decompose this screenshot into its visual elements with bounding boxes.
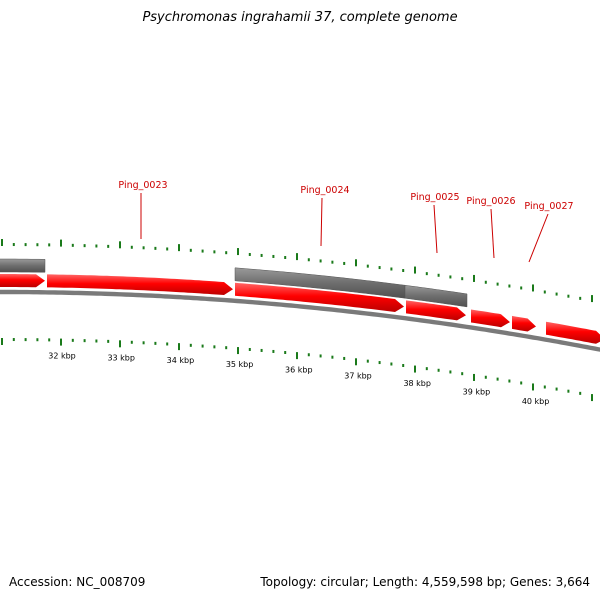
tick-marks [1,239,593,402]
callout-line [320,197,323,247]
gene-arrow [512,315,536,332]
callout-line [528,213,549,263]
cds-box [404,284,468,308]
gene-track [0,274,600,344]
cds-feature-track [0,258,468,308]
gene-label: Ping_0023 [118,180,167,191]
kbp-label: 40 kbp [522,397,550,406]
gene-label: Ping_0027 [524,201,573,212]
gene-arrow [546,321,600,344]
gene-arrow [471,309,510,328]
callout-line [490,208,495,259]
gene-arrow [47,274,233,295]
kbp-label: 39 kbp [463,387,491,396]
kbp-label: 36 kbp [285,365,313,374]
gene-label: Ping_0024 [300,185,349,196]
gene-arrow [235,282,404,312]
gene-arrow [0,274,45,288]
map-title: Psychromonas ingrahamii 37, complete gen… [142,10,458,25]
gene-label: Ping_0026 [466,196,515,207]
kbp-label: 37 kbp [344,372,372,381]
kbp-label: 32 kbp [48,352,76,361]
callout-line [433,204,438,254]
accession-text: Accession: NC_008709 [9,575,146,589]
kbp-label: 34 kbp [167,356,195,365]
gene-label-callouts: Ping_0023 Ping_0024 Ping_0025 Ping_0026 Ping… [118,180,574,263]
genome-summary-text: Topology: circular; Length: 4,559,598 bp… [260,575,590,589]
kbp-label: 38 kbp [403,379,431,388]
gene-arrow [406,300,466,321]
cds-box [0,258,46,273]
kbp-labels: 32 kbp 33 kbp 34 kbp 35 kbp 36 kbp 37 kbp 38 k… [48,352,549,406]
gene-label: Ping_0025 [410,192,459,203]
kbp-label: 35 kbp [226,360,254,369]
kbp-label: 33 kbp [107,353,135,362]
